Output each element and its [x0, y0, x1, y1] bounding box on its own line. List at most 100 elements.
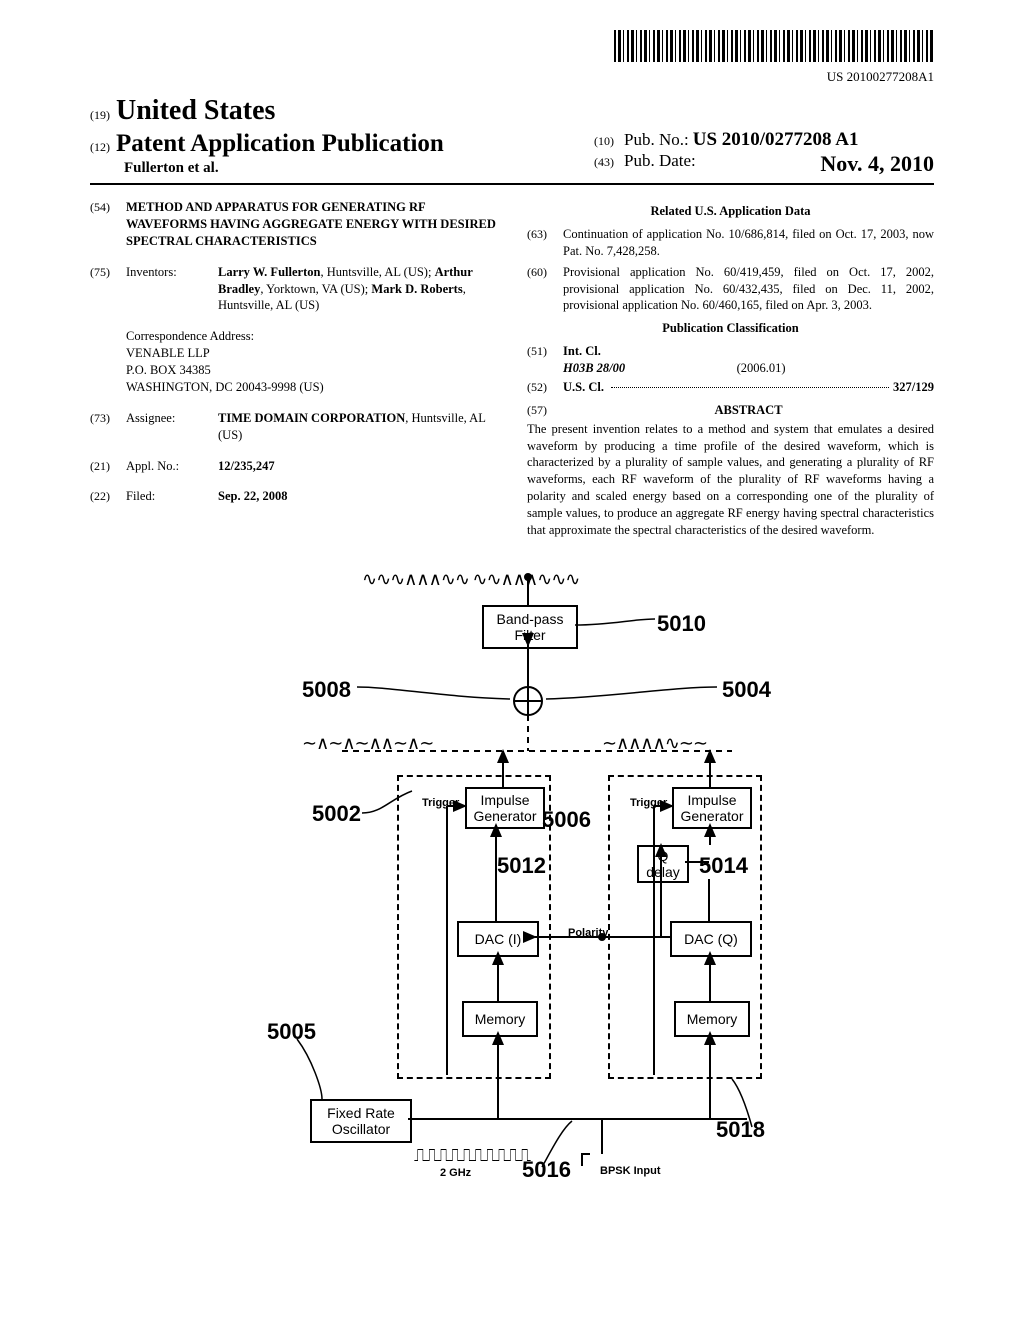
fig-label-triggerR: Trigger [630, 797, 667, 809]
patent-figure: Band-passFilter ImpulseGenerator Impulse… [192, 569, 832, 1209]
applno-label: Appl. No.: [126, 458, 218, 475]
related-head: Related U.S. Application Data [527, 203, 934, 220]
pubdate-value: Nov. 4, 2010 [820, 151, 934, 177]
corr-line3: WASHINGTON, DC 20043-9998 (US) [126, 379, 497, 396]
box-q-delay: Qdelay [637, 845, 689, 883]
assignee-name: TIME DOMAIN CORPORATION [218, 411, 405, 425]
filed-label: Filed: [126, 488, 218, 505]
invention-title: METHOD AND APPARATUS FOR GENERATING RF W… [126, 199, 497, 250]
abstract-head: ABSTRACT [563, 402, 934, 419]
refnum-r5010: 5010 [657, 611, 706, 637]
barcode [614, 30, 934, 62]
refnum-r5006: 5006 [542, 807, 591, 833]
uscl-field: (52) U.S. Cl. 327/129 [527, 379, 934, 396]
left-column: (54) METHOD AND APPARATUS FOR GENERATING… [90, 199, 497, 539]
pubdate-label: Pub. Date: [624, 151, 696, 170]
filed-field: (22) Filed: Sep. 22, 2008 [90, 488, 497, 505]
header-rule [90, 183, 934, 185]
pubdate-code: (43) [594, 155, 614, 169]
inventors-text: Larry W. Fullerton, Huntsville, AL (US);… [218, 264, 497, 315]
abstract-head-row: (57) ABSTRACT [527, 402, 934, 419]
assignee-code: (73) [90, 410, 126, 444]
inventors-code: (75) [90, 264, 126, 315]
assignee-field: (73) Assignee: TIME DOMAIN CORPORATION, … [90, 410, 497, 444]
leader-dots [611, 387, 889, 388]
filed-code: (22) [90, 488, 126, 505]
box-impulse-gen-right: ImpulseGenerator [672, 787, 752, 829]
pubno-code: (10) [594, 134, 614, 148]
filed-value: Sep. 22, 2008 [218, 489, 287, 503]
intcl-year: (2006.01) [737, 360, 786, 377]
refnum-r5005: 5005 [267, 1019, 316, 1045]
box-memory-left: Memory [462, 1001, 538, 1037]
wave-clock: ⎍⎍⎍⎍⎍⎍⎍⎍⎍⎍ [414, 1145, 530, 1166]
wave-mixedR: ∼∧∧∧∧∿∼∼ [602, 733, 707, 754]
wave-mixedL: ∼∧∼∧∼∧∧∼∧∼ [302, 733, 433, 754]
pub-code: (12) [90, 140, 110, 155]
refnum-r5014: 5014 [699, 853, 748, 879]
country-name: United States [116, 95, 275, 127]
refnum-r5008: 5008 [302, 677, 351, 703]
wave-top_out: ∿∿∿∧∧∧∿∿ ∿∿∧∧∧∿∿∿ [362, 569, 579, 590]
inventors-label: Inventors: [126, 264, 218, 315]
intcl-field: (51) Int. Cl. H03B 28/00 (2006.01) [527, 343, 934, 377]
inventor-3: Mark D. Roberts [371, 282, 462, 296]
assignee-text: TIME DOMAIN CORPORATION, Huntsville, AL … [218, 410, 497, 444]
pubno-label: Pub. No.: [624, 130, 689, 149]
corr-line2: P.O. BOX 34385 [126, 362, 497, 379]
pubno-value: US 2010/0277208 A1 [693, 129, 859, 150]
code-60: (60) [527, 264, 563, 315]
barcode-label: US 20100277208A1 [90, 69, 934, 85]
applno-code: (21) [90, 458, 126, 475]
barcode-region: US 20100277208A1 [90, 30, 934, 85]
pub-left: (12) Patent Application Publication Full… [90, 130, 444, 177]
patent-page: US 20100277208A1 (19) United States (12)… [0, 0, 1024, 1249]
related-63: (63) Continuation of application No. 10/… [527, 226, 934, 260]
fig-label-polarity: Polarity [568, 927, 608, 939]
title-code: (54) [90, 199, 126, 250]
abstract-code: (57) [527, 402, 563, 419]
code-63: (63) [527, 226, 563, 260]
box-dac-q: DAC (Q) [670, 921, 752, 957]
assignee-label: Assignee: [126, 410, 218, 444]
classification-head: Publication Classification [527, 320, 934, 337]
uscl-code: (52) [527, 379, 563, 396]
publication-row: (12) Patent Application Publication Full… [90, 129, 934, 177]
box-dac-i: DAC (I) [457, 921, 539, 957]
right-column: Related U.S. Application Data (63) Conti… [527, 199, 934, 539]
intcl-code: (51) [527, 343, 563, 377]
correspondence-block: Correspondence Address: VENABLE LLP P.O.… [126, 328, 497, 396]
fig-label-ghz: 2 GHz [440, 1167, 471, 1179]
applno-field: (21) Appl. No.: 12/235,247 [90, 458, 497, 475]
pub-title: Patent Application Publication [116, 130, 444, 158]
country-line: (19) United States [90, 95, 934, 127]
box-impulse-gen-left: ImpulseGenerator [465, 787, 545, 829]
text-60: Provisional application No. 60/419,459, … [563, 264, 934, 315]
text-63: Continuation of application No. 10/686,8… [563, 226, 934, 260]
intcl-label: Int. Cl. [563, 344, 601, 358]
uscl-label: U.S. Cl. [563, 379, 604, 396]
uscl-value: 327/129 [893, 379, 934, 396]
refnum-r5004: 5004 [722, 677, 771, 703]
fig-label-bpsk: BPSK Input [600, 1165, 661, 1177]
inventors-field: (75) Inventors: Larry W. Fullerton, Hunt… [90, 264, 497, 315]
related-60: (60) Provisional application No. 60/419,… [527, 264, 934, 315]
authors: Fullerton et al. [124, 160, 444, 177]
box-oscillator: Fixed RateOscillator [310, 1099, 412, 1143]
pub-right: (10) Pub. No.: US 2010/0277208 A1 (43) P… [594, 129, 934, 177]
fig-label-triggerL: Trigger [422, 797, 459, 809]
title-field: (54) METHOD AND APPARATUS FOR GENERATING… [90, 199, 497, 250]
intcl-class: H03B 28/00 [563, 361, 625, 375]
refnum-r5012: 5012 [497, 853, 546, 879]
refnum-r5002: 5002 [312, 801, 361, 827]
box-memory-right: Memory [674, 1001, 750, 1037]
refnum-r5018: 5018 [716, 1117, 765, 1143]
applno-value: 12/235,247 [218, 459, 275, 473]
box-bandpass-filter: Band-passFilter [482, 605, 578, 649]
corr-label: Correspondence Address: [126, 328, 497, 345]
bibliography-columns: (54) METHOD AND APPARATUS FOR GENERATING… [90, 199, 934, 539]
abstract-text: The present invention relates to a metho… [527, 421, 934, 539]
corr-line1: VENABLE LLP [126, 345, 497, 362]
country-code: (19) [90, 108, 110, 123]
inventor-1: Larry W. Fullerton [218, 265, 320, 279]
